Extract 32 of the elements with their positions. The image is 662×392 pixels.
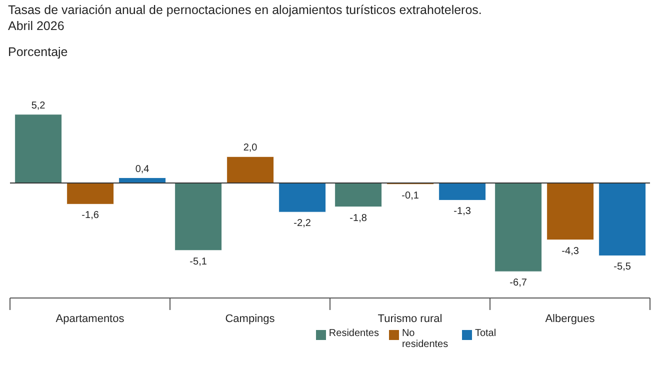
data-label: 2,0: [243, 142, 258, 154]
data-label: -1,3: [454, 206, 472, 218]
chart-title: Tasas de variación anual de pernoctaciones en alojamientos turísticos extrahoteleros.: [8, 2, 483, 18]
bar: [494, 182, 542, 272]
x-tick-label: Campings: [225, 312, 276, 325]
chart-subtitle: Abril 2026: [8, 18, 66, 34]
bar: [14, 114, 62, 184]
bar: [334, 182, 382, 208]
data-label: 0,4: [135, 164, 150, 175]
data-label: -6,7: [510, 278, 528, 289]
x-tick-label: Albergues: [545, 312, 596, 325]
bar: [598, 182, 646, 256]
data-label: -5,5: [614, 262, 632, 273]
bar: [174, 182, 222, 251]
y-axis-title: Porcentaje: [8, 44, 69, 60]
data-label: 5,2: [31, 100, 46, 112]
data-label: -1,6: [82, 210, 100, 222]
legend-label: No residentes: [402, 328, 450, 350]
data-label: -4,3: [562, 246, 580, 257]
data-label: -5,1: [190, 256, 208, 268]
bar: [66, 182, 114, 204]
legend-label: Total: [474, 328, 496, 339]
bar: [226, 156, 274, 184]
data-label: -0,1: [402, 190, 420, 202]
legend-label: Residentes: [328, 328, 379, 339]
x-tick-label: Apartamentos: [56, 312, 125, 325]
data-label: -2,2: [294, 218, 312, 230]
data-label: -1,8: [350, 212, 368, 224]
x-tick-label: Turismo rural: [378, 312, 442, 325]
bar: [438, 182, 486, 200]
bar: [546, 182, 594, 240]
bar: [278, 182, 326, 212]
